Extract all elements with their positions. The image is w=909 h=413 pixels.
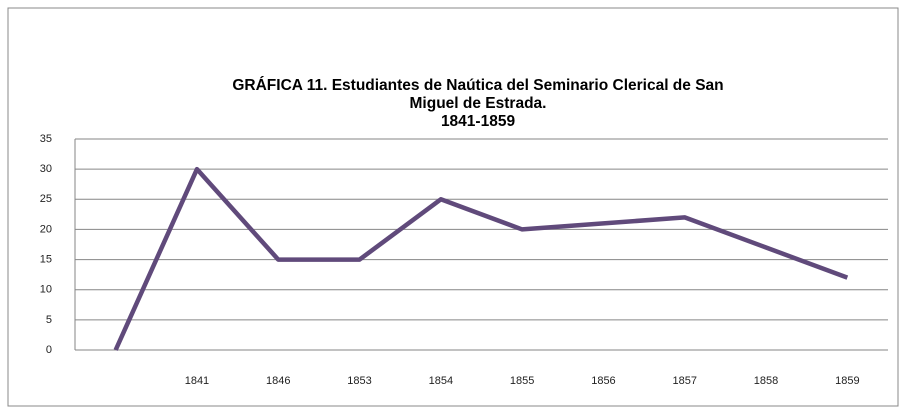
chart-title: Miguel de Estrada. <box>410 95 547 112</box>
y-tick-label: 15 <box>40 253 52 265</box>
chart-title: 1841-1859 <box>441 113 516 130</box>
y-tick-label: 20 <box>40 223 52 235</box>
x-tick-label: 1853 <box>347 375 371 387</box>
y-tick-label: 10 <box>40 284 52 296</box>
x-tick-label: 1856 <box>591 375 615 387</box>
data-line <box>113 166 849 351</box>
x-tick-label: 1855 <box>510 375 534 387</box>
y-tick-label: 5 <box>46 314 52 326</box>
chart-border <box>7 7 899 407</box>
chart-title: GRÁFICA 11. Estudiantes de Naútica del S… <box>232 77 723 94</box>
x-tick-label: 1841 <box>185 375 209 387</box>
y-tick-label: 35 <box>40 133 52 145</box>
x-tick-label: 1859 <box>835 375 859 387</box>
x-tick-label: 1854 <box>429 375 453 387</box>
x-tick-label: 1857 <box>673 375 697 387</box>
x-tick-label: 1858 <box>754 375 778 387</box>
y-tick-label: 0 <box>46 344 52 356</box>
x-tick-label: 1846 <box>266 375 290 387</box>
y-tick-label: 25 <box>40 193 52 205</box>
y-tick-label: 30 <box>40 163 52 175</box>
